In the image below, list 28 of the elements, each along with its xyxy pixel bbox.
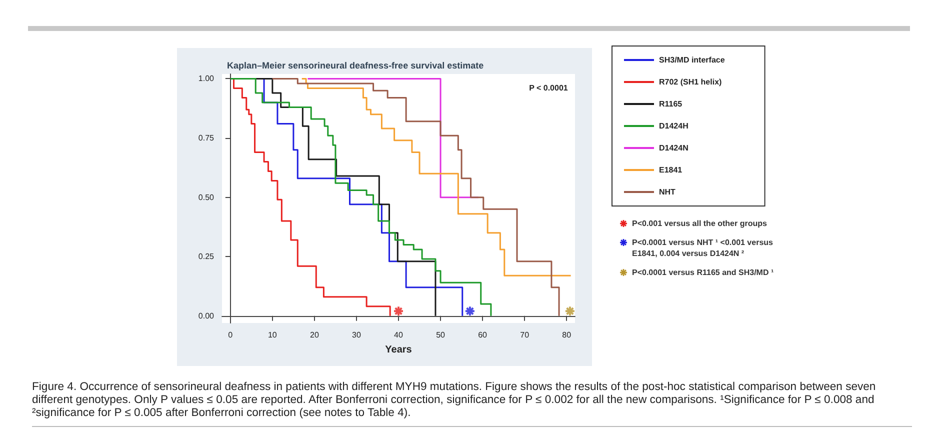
x-tick-label: 40 [394, 330, 404, 340]
legend-label: NHT [659, 188, 676, 196]
text: P<0.0001 versus NHT ¹ <0.001 versus E1841, 0.004 versus D1424N ² [632, 236, 774, 260]
legend-label: SH3/MD interface [659, 56, 726, 64]
annotation: P < 0.0001 [529, 84, 568, 92]
x-tick-label: 60 [478, 330, 488, 340]
legend-label: E1841 [659, 166, 683, 174]
chart-title: Kaplan–Meier sensorineural deafness-free survival estimate [227, 60, 484, 70]
legend-label: D1424H [659, 122, 689, 130]
x-axis-title: Years [385, 344, 412, 356]
x-tick-label: 30 [352, 330, 362, 340]
legend-label: R1165 [659, 100, 683, 108]
x-tick-label: 70 [520, 330, 530, 340]
text: P<0.001 versus all the other groups [632, 218, 767, 230]
y-tick-label: 0.25 [198, 252, 215, 262]
x-tick-label: 10 [268, 330, 278, 340]
x-tick-label: 0 [228, 330, 234, 340]
y-tick-label: 1.00 [198, 74, 215, 84]
x-tick-label: 20 [310, 330, 320, 340]
x-tick-label: 50 [436, 330, 446, 340]
y-tick-label: 0.50 [198, 192, 215, 202]
y-tick-label: 0.00 [198, 311, 215, 320]
text: P<0.0001 versus R1165 and SH3/MD ¹ [632, 266, 774, 278]
y-tick-label: 0.75 [198, 134, 215, 143]
legend-label: D1424N [659, 144, 689, 152]
caption: Figure 4. Occurrence of sensorineural deafness in patients with different MYH9 mutations. Figure shows the results of the post-hoc statistical comparison between seven different genotypes. Only P values ≤ 0.05 are reported. After Bonferroni correction, significance for P ≤ 0.002 for all the new comparisons. ¹Significance for P ≤ 0.008 and ²significance for P ≤ 0.005 after Bonferroni correction (see notes to Table 4). [32, 381, 912, 427]
x-tick-label: 80 [562, 330, 572, 340]
legend-label: R702 (SH1 helix) [659, 78, 722, 86]
